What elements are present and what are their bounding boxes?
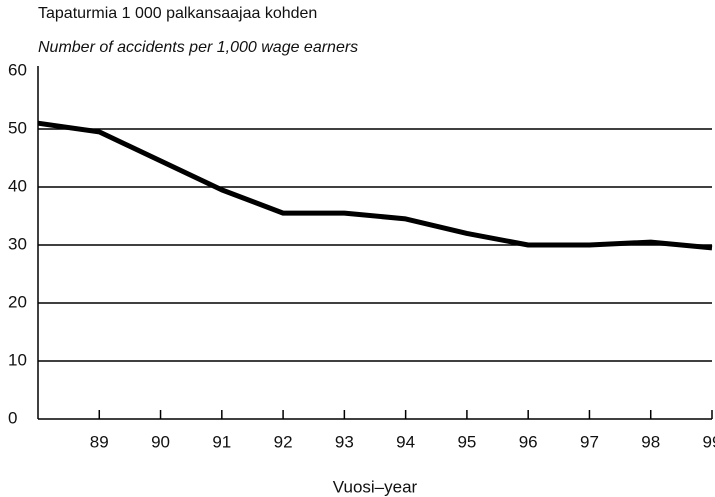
x-tick-label: 96 [519,432,538,451]
y-tick-label: 50 [8,118,27,137]
x-axis-label: Vuosi–year [333,477,418,496]
x-tick-label: 91 [212,432,231,451]
chart-subtitle: Number of accidents per 1,000 wage earne… [38,39,358,56]
data-line [37,120,713,251]
x-tick-label: 94 [396,432,415,451]
x-tick-label: 99 [703,432,715,451]
y-tick-label: 30 [8,234,27,253]
x-tick-label: 93 [335,432,354,451]
y-tick-label: 40 [8,176,27,195]
x-tick-label: 89 [90,432,109,451]
chart-title: Tapaturmia 1 000 palkansaajaa kohden [38,5,317,22]
x-tick-label: 90 [151,432,170,451]
x-tick-label: 98 [641,432,660,451]
x-tick-label: 95 [457,432,476,451]
y-tick-label: 10 [8,350,27,369]
y-tick-label: 20 [8,292,27,311]
y-tick-label: 60 [8,60,27,79]
x-tick-label: 97 [580,432,599,451]
y-tick-label: 0 [8,408,17,427]
x-tick-label: 92 [274,432,293,451]
